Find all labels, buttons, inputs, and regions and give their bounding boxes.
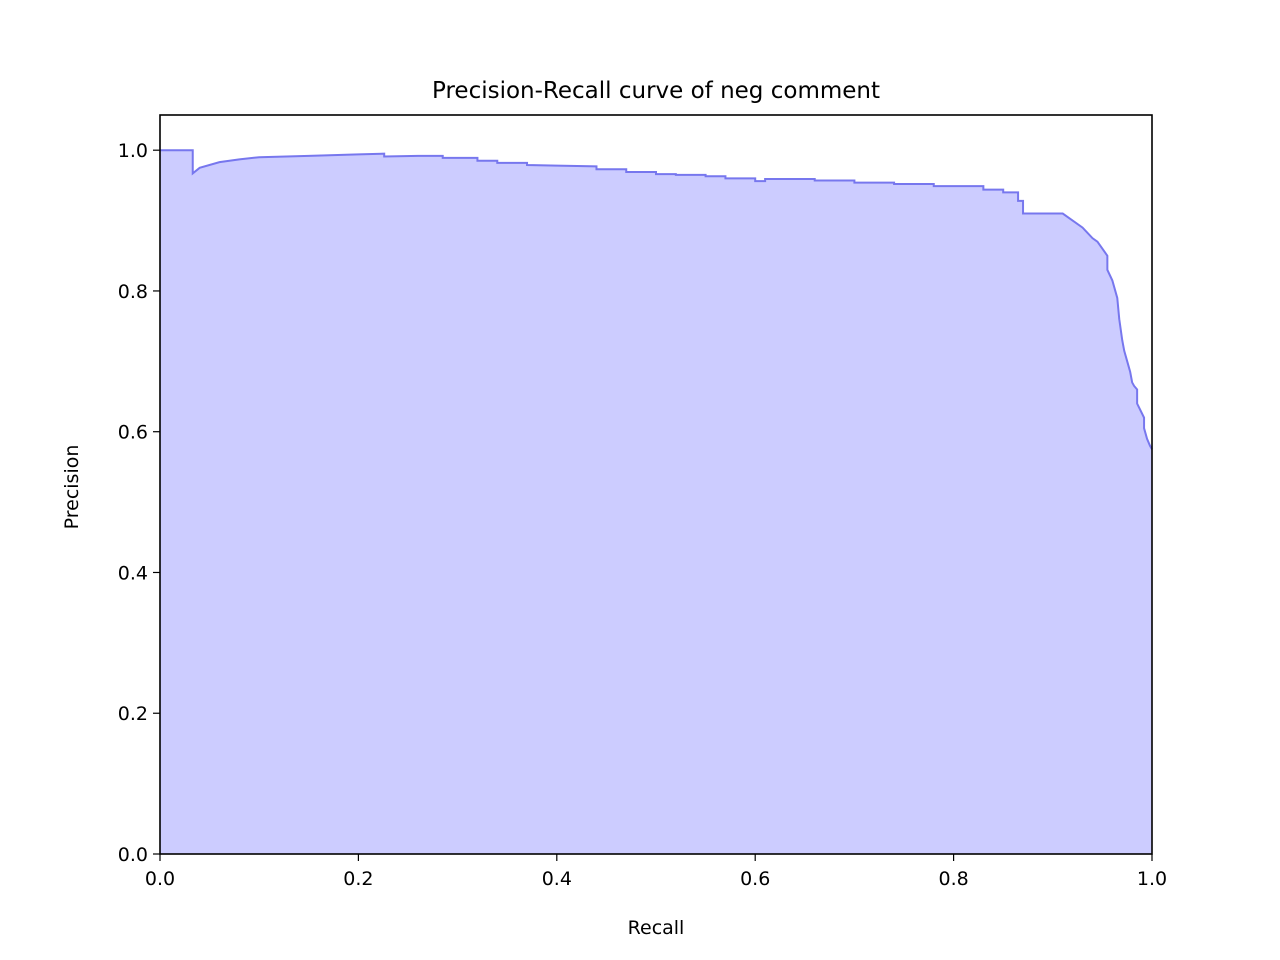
x-tick-label: 0.4 <box>542 868 572 890</box>
y-axis-label: Precision <box>61 445 83 530</box>
pr-curve-line <box>160 149 1153 450</box>
y-axis-ticks: 0.0 0.2 0.4 0.6 0.8 1.0 <box>118 140 160 866</box>
y-tick-label: 1.0 <box>118 140 148 162</box>
y-tick-label: 0.8 <box>118 281 148 303</box>
pr-area-fill <box>160 150 1152 854</box>
x-axis-label: Recall <box>628 917 685 939</box>
y-tick-label: 0.0 <box>118 844 148 866</box>
x-tick-label: 0.8 <box>938 868 968 890</box>
y-tick-label: 0.4 <box>118 562 148 584</box>
plot-frame <box>159 114 1153 855</box>
x-axis-ticks: 0.0 0.2 0.4 0.6 0.8 1.0 <box>145 854 1167 890</box>
x-tick-label: 1.0 <box>1137 868 1167 890</box>
y-tick-label: 0.6 <box>118 422 148 444</box>
y-tick-label: 0.2 <box>118 703 148 725</box>
x-tick-label: 0.0 <box>145 868 175 890</box>
chart-title: Precision-Recall curve of neg comment <box>432 78 880 104</box>
x-tick-label: 0.6 <box>740 868 770 890</box>
x-tick-label: 0.2 <box>343 868 373 890</box>
